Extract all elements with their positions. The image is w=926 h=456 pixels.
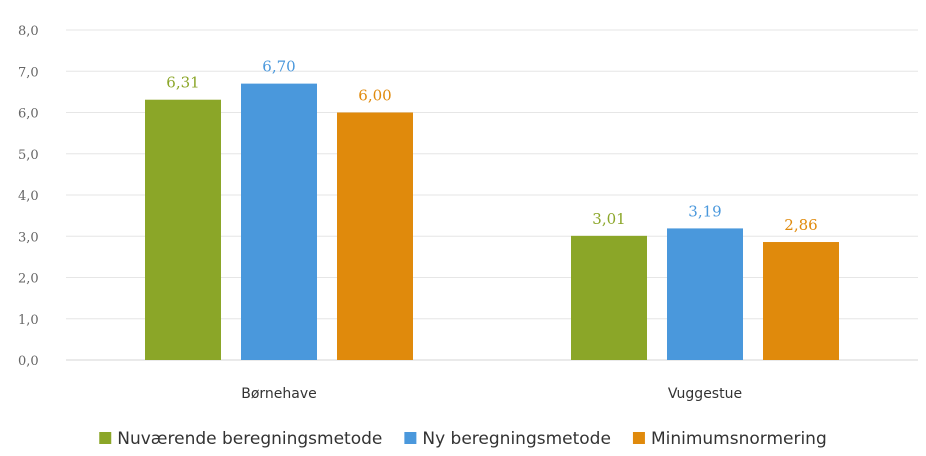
legend-label: Minimumsnormering xyxy=(651,429,827,449)
legend-swatch xyxy=(404,432,417,444)
bars: 6,31 6,70 6,00 3,01 3,19 2,86 xyxy=(145,58,839,361)
bar xyxy=(763,242,839,360)
legend-label: Ny beregningsmetode xyxy=(422,429,611,449)
y-tick-label: 2,0 xyxy=(18,272,39,287)
x-tick-label: Børnehave xyxy=(241,386,317,402)
data-label: 3,19 xyxy=(688,202,721,220)
y-tick-label: 8,0 xyxy=(18,24,39,39)
y-tick-label: 3,0 xyxy=(18,230,39,245)
bar xyxy=(667,228,743,360)
y-tick-label: 1,0 xyxy=(18,313,39,328)
data-label: 6,00 xyxy=(358,87,391,105)
bar xyxy=(241,83,317,360)
bar xyxy=(337,112,413,360)
data-label: 6,31 xyxy=(166,74,199,92)
y-tick-label: 4,0 xyxy=(18,189,39,204)
y-tick-label: 0,0 xyxy=(18,354,39,369)
bar xyxy=(145,99,221,361)
legend-swatch xyxy=(632,432,645,444)
legend-swatch xyxy=(99,432,112,444)
y-axis: 0,0 1,0 2,0 3,0 4,0 5,0 6,0 7,0 8,0 xyxy=(18,24,39,369)
x-tick-label: Vuggestue xyxy=(668,386,742,402)
y-tick-label: 7,0 xyxy=(18,65,39,80)
data-label: 3,01 xyxy=(592,210,625,228)
y-tick-label: 6,0 xyxy=(18,107,39,122)
y-tick-label: 5,0 xyxy=(18,148,39,163)
legend: Nuværende beregningsmetode Ny beregningsm… xyxy=(99,429,827,449)
data-label: 2,86 xyxy=(784,216,817,234)
bar xyxy=(571,235,647,360)
legend-label: Nuværende beregningsmetode xyxy=(117,429,382,449)
data-label: 6,70 xyxy=(262,58,295,76)
x-axis: Børnehave Vuggestue xyxy=(241,386,742,402)
